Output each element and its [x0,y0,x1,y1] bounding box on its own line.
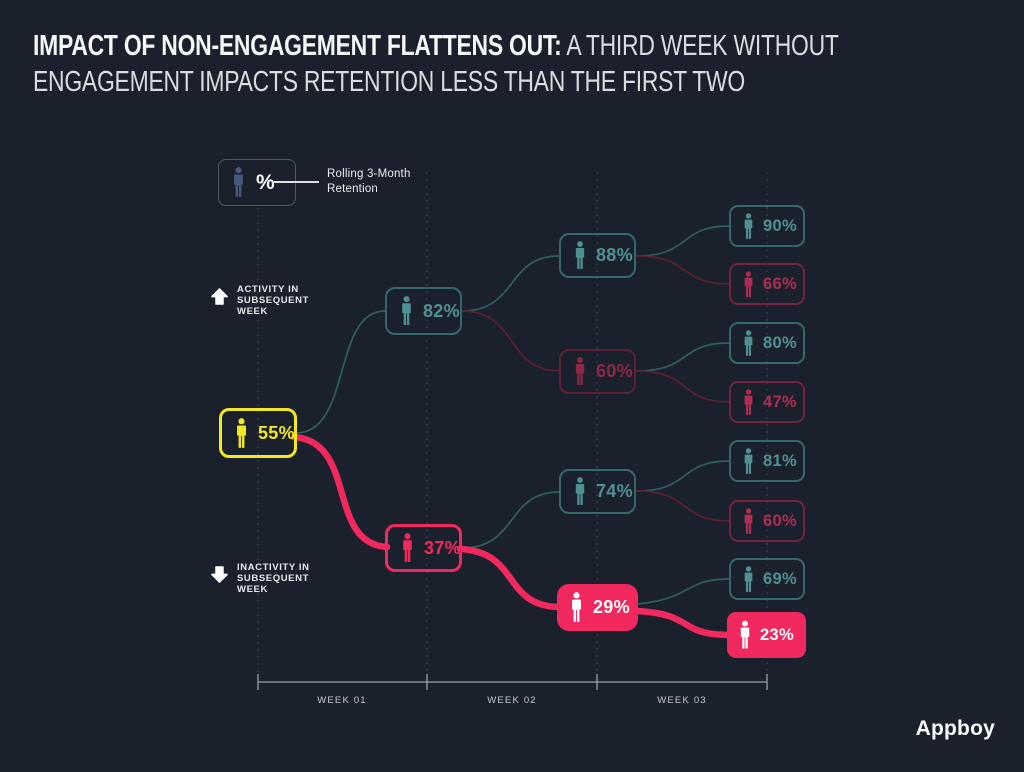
node-value: 88% [596,245,633,265]
person-icon [744,270,753,297]
node-week0-55: 55% [219,408,297,458]
node-week3-23: 23% [727,612,806,658]
person-icon [575,357,585,385]
node-week1-37: 37% [385,524,462,572]
node-value: 90% [763,216,797,235]
legend-label: Rolling 3-Month Retention [327,168,411,195]
person-icon [575,241,585,269]
node-week2-29: 29% [557,584,638,631]
node-value: 80% [763,333,797,352]
node-value: 74% [596,481,633,501]
legend-connector-line [272,181,319,183]
person-icon [744,388,753,415]
activity-label: ACTIVITY IN SUBSEQUENT WEEK [237,284,309,317]
inactivity-edges [461,255,730,522]
person-icon [575,477,585,505]
node-value: 29% [593,597,630,617]
person-icon [744,507,753,534]
activity-edges [295,225,730,605]
inactivity-label: INACTIVITY IN SUBSEQUENT WEEK [237,562,310,595]
person-icon [234,167,243,197]
appboy-logo: Appboy [915,717,995,740]
person-icon [744,329,753,356]
title-line2: ENGAGEMENT IMPACTS RETENTION LESS THAN T… [33,66,745,98]
node-week3-90: 90% [729,205,805,247]
person-icon [237,417,246,448]
node-value: 47% [763,392,797,411]
person-icon [572,592,581,622]
node-value: 23% [760,625,794,644]
person-icon [740,620,750,649]
node-week3-80: 80% [729,322,805,364]
week-guides [257,172,768,676]
arrow-up-icon [211,288,228,305]
title-bold: IMPACT OF NON-ENGAGEMENT FLATTENS OUT: [33,30,562,62]
axis-label-week1: WEEK 01 [317,695,367,706]
node-week1-82: 82% [385,287,462,335]
node-value: 60% [763,511,797,530]
person-icon [744,447,753,474]
axis-label-week3: WEEK 03 [657,695,707,706]
node-week3-66: 66% [729,263,805,305]
person-icon [744,212,753,239]
node-value: 55% [258,422,295,443]
page-title: IMPACT OF NON-ENGAGEMENT FLATTENS OUT: A… [33,28,965,100]
person-icon [403,533,412,562]
node-value: 82% [423,300,460,321]
node-value: 37% [424,537,461,558]
title-rest: A THIRD WEEK WITHOUT [561,30,839,62]
node-week3-47: 47% [729,381,805,423]
person-icon [744,565,753,592]
node-week3-81: 81% [729,440,805,482]
person-icon [402,296,411,325]
week-axis [257,674,768,690]
axis-label-week2: WEEK 02 [487,695,537,706]
highlight-path [290,433,732,639]
node-value: 69% [763,569,797,588]
node-value: 81% [763,451,797,470]
arrow-down-icon [211,566,228,583]
percent-symbol: % [256,170,275,194]
node-week2-74: 74% [559,469,636,514]
node-week3-69: 69% [729,558,805,600]
node-week3-60: 60% [729,500,805,542]
node-value: 66% [763,274,797,293]
node-week2-88: 88% [559,233,636,278]
node-week2-60: 60% [559,349,636,394]
node-value: 60% [596,361,633,381]
